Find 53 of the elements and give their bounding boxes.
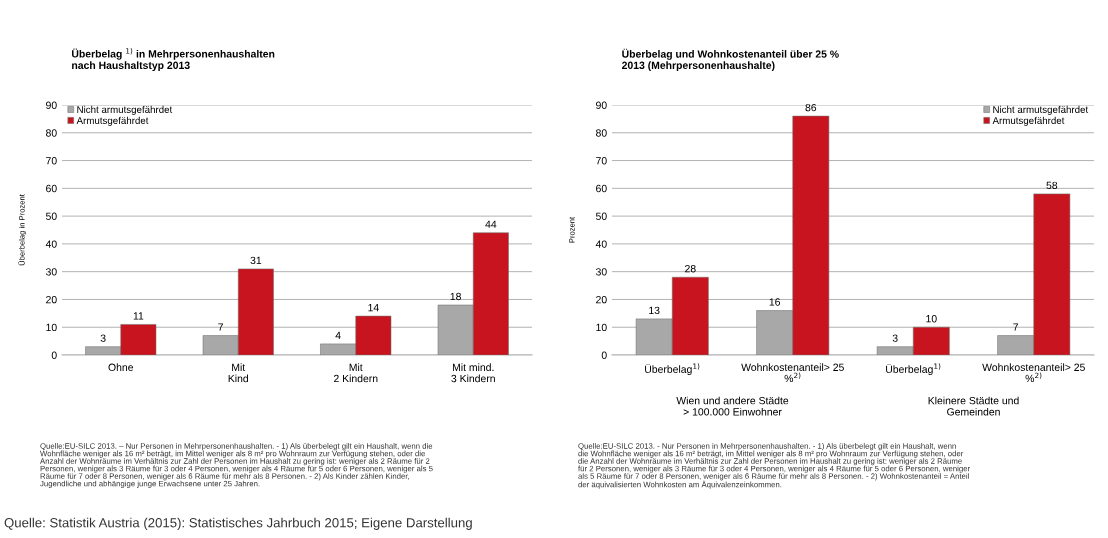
data-label: 58 (1046, 181, 1058, 190)
x-tick-label: Überbelag$^{1)}$ (645, 363, 700, 376)
y-tick-label: 30 (595, 268, 607, 276)
y-tick-label: 90 (596, 101, 607, 109)
data-label: 7 (1013, 323, 1019, 331)
y-tick-label: 20 (596, 295, 607, 304)
x-tick-label: Wohnkostenanteil> 25 %$^{2)}$ (741, 363, 844, 383)
y-tick-label: 60 (596, 184, 607, 193)
x-tick-label: Wohnkostenanteil> 25 %$^{2)}$ (982, 363, 1085, 383)
chart-title: Überbelag und Wohnkostenanteil über 25 % 2013 (Mehrpersonenhaushalte) (622, 48, 839, 72)
y-tick-label: 10 (46, 323, 57, 332)
y-tick-label: 70 (46, 157, 57, 165)
data-label: 18 (450, 292, 461, 301)
text: Wien und andere Städte > 100.000 Einwohner (676, 396, 789, 416)
x-tick-label: Überbelag$^{1)}$ (886, 363, 941, 376)
data-label: 16 (769, 298, 781, 306)
y-tick-label: 80 (46, 129, 57, 137)
x-tick-label: Mit 2 Kindern (333, 363, 378, 383)
data-label: 7 (218, 323, 223, 331)
y-tick-label: 50 (45, 212, 57, 220)
data-label: 4 (335, 331, 341, 339)
x-tick-label: Mit Kind (228, 363, 248, 383)
legend-label: Armutsgefährdet (76, 116, 149, 126)
y-tick-label: 50 (595, 212, 607, 220)
y-tick-label: 30 (45, 268, 57, 276)
x-tick-label: Mit mind. 3 Kindern (451, 363, 495, 383)
x-tick-label: Ohne (108, 363, 134, 371)
legend-label: Nicht armutsgefährdet (993, 105, 1089, 115)
data-label: 3 (100, 334, 106, 342)
y-tick-label: 10 (596, 323, 607, 332)
data-label: 86 (805, 103, 817, 112)
y-tick-label: 40 (595, 240, 607, 248)
data-label: 14 (368, 304, 379, 312)
data-label: 28 (685, 265, 696, 273)
data-label: 44 (485, 220, 497, 228)
y-tick-label: 20 (46, 295, 57, 304)
y-tick-label: 40 (45, 240, 57, 248)
y-tick-label: 70 (596, 157, 607, 165)
data-label: 3 (892, 334, 898, 342)
legend-label: Nicht armutsgefährdet (77, 105, 173, 115)
data-label: 13 (649, 306, 660, 315)
data-label: 10 (926, 315, 937, 323)
source-note: Quelle: Statistik Austria (2015): Statistisches Jahrbuch 2015; Eigene Darstellung (4, 517, 472, 530)
y-tick-label: 90 (46, 101, 57, 109)
data-label: 31 (250, 256, 262, 265)
text: Kleinere Städte und Gemeinden (928, 396, 1019, 416)
y-tick-label: 80 (596, 129, 607, 137)
y-tick-label: 60 (46, 184, 57, 193)
data-label: 11 (133, 312, 144, 320)
legend-label: Armutsgefährdet (992, 116, 1065, 126)
y-tick-label: 0 (601, 351, 607, 359)
chart-title: Überbelag $^{1)}$ in Mehrpersonenhaushalten nach Haushaltstyp 2013 (72, 47, 275, 72)
y-tick-label: 0 (51, 351, 57, 359)
